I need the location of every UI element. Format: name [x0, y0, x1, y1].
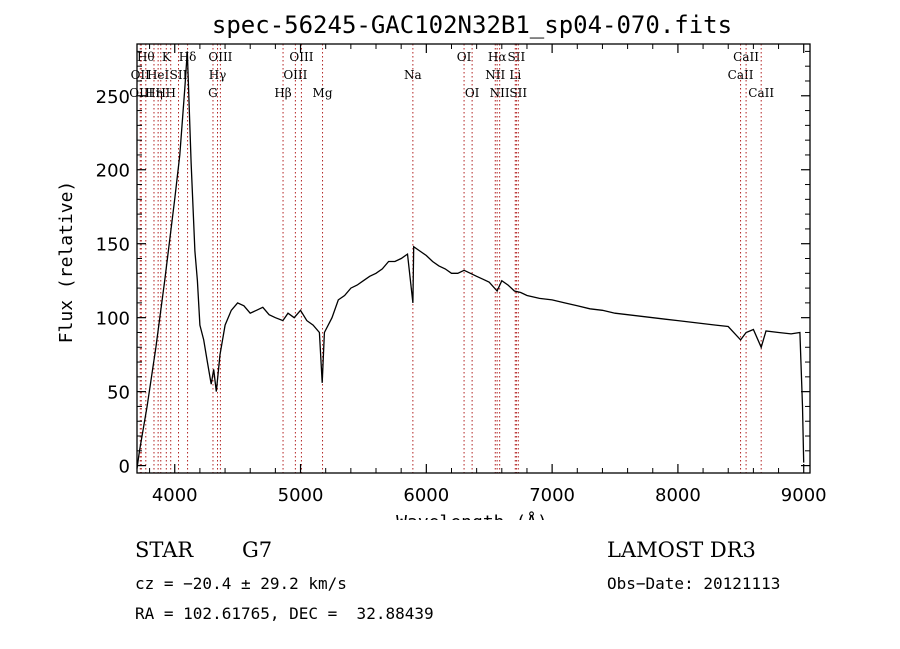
- line-label-28: CaII: [748, 86, 774, 100]
- line-label-10: G: [208, 86, 218, 100]
- line-label-26: CaII: [728, 68, 754, 82]
- line-label-13: Hβ: [274, 86, 291, 100]
- line-markers: OIIOIIIHθHηHeIHKHSIIHδGHγOIIIHβOIIIOIIIM…: [129, 44, 774, 473]
- x-tick-label: 7000: [529, 485, 575, 506]
- line-label-19: OI: [465, 86, 480, 100]
- line-label-5: H: [156, 86, 166, 100]
- x-tick-label: 8000: [655, 485, 701, 506]
- line-label-11: Hγ: [209, 68, 227, 82]
- line-label-8: SII: [170, 68, 188, 82]
- y-axis-label: Flux (relative): [56, 181, 77, 344]
- y-tick-label: 0: [119, 457, 130, 478]
- x-tick-label: 9000: [781, 485, 827, 506]
- line-label-4: HeI: [147, 68, 170, 82]
- coordinates: RA = 102.61765, DEC = 32.88439: [135, 604, 434, 623]
- line-label-12: OIII: [208, 50, 232, 64]
- line-label-2: Hθ: [137, 50, 155, 64]
- line-label-22: NII: [490, 86, 510, 100]
- plot-frame: [136, 43, 811, 474]
- y-axis: 0 50 100 150 200 250: [96, 50, 810, 478]
- spectrum-chart: spec-56245-GAC102N32B1_sp04-070.fits OII…: [56, 11, 827, 520]
- line-label-20: NII: [485, 68, 505, 82]
- line-label-23: Li: [509, 68, 521, 82]
- line-label-24: SII: [508, 50, 526, 64]
- y-tick-label: 200: [96, 161, 130, 182]
- line-label-18: OI: [457, 50, 472, 64]
- x-axis: 4000 5000 6000 7000 8000 9000: [149, 44, 827, 506]
- y-tick-label: 100: [96, 309, 130, 330]
- x-tick-label: 4000: [152, 485, 198, 506]
- chart-title: spec-56245-GAC102N32B1_sp04-070.fits: [212, 11, 732, 39]
- line-label-15: OIII: [289, 50, 313, 64]
- y-tick-label: 150: [96, 235, 130, 256]
- line-label-7: H: [165, 86, 175, 100]
- line-label-27: CaII: [733, 50, 759, 64]
- line-label-14: OIII: [283, 68, 307, 82]
- line-label-0: OII: [131, 68, 151, 82]
- object-subclass: G7: [242, 538, 273, 562]
- x-axis-label: Wavelength (Å): [396, 511, 548, 520]
- x-tick-label: 5000: [278, 485, 324, 506]
- y-tick-label: 250: [96, 87, 130, 108]
- survey-name: LAMOST DR3: [607, 538, 756, 562]
- line-label-17: Na: [404, 68, 422, 82]
- y-tick-label: 50: [107, 383, 130, 404]
- line-label-1: OIII: [129, 86, 153, 100]
- line-label-25: SII: [509, 86, 527, 100]
- spectrum-line: [136, 51, 805, 469]
- object-class: STAR: [135, 538, 194, 562]
- line-label-16: Mg: [313, 86, 333, 100]
- line-label-21: Hα: [488, 50, 507, 64]
- line-label-6: K: [162, 50, 172, 64]
- redshift-cz: cz = −20.4 ± 29.2 km/s: [135, 574, 347, 593]
- x-tick-label: 6000: [403, 485, 449, 506]
- observation-date: Obs−Date: 20121113: [607, 574, 781, 593]
